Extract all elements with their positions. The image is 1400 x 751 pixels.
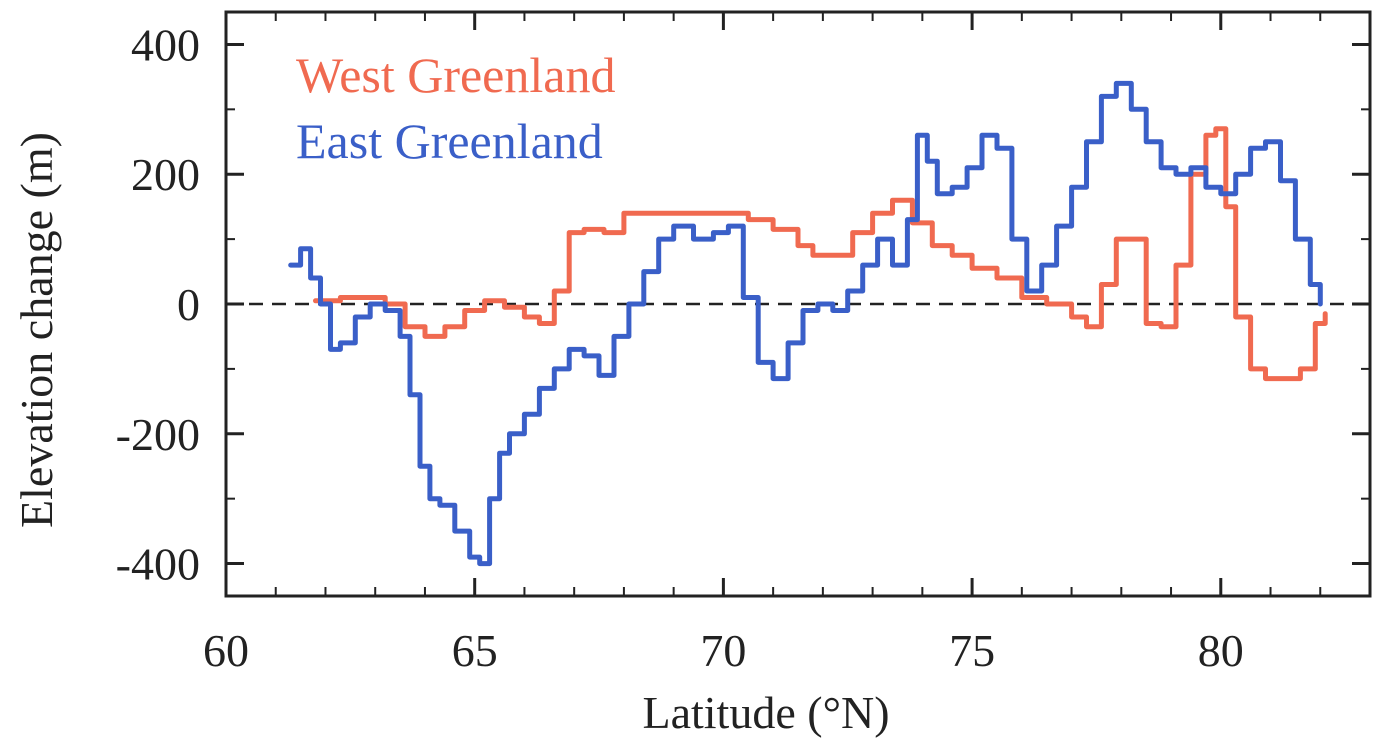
x-axis-title: Latitude (°N) — [642, 687, 889, 738]
x-tick-label: 80 — [1198, 625, 1244, 676]
y-axis-title: Elevation change (m) — [11, 132, 62, 528]
y-tick-label: -200 — [116, 409, 200, 460]
series-line-west-greenland — [313, 126, 1328, 382]
y-tick-label: 200 — [131, 149, 200, 200]
x-tick-label: 70 — [700, 625, 746, 676]
series-layer — [288, 80, 1328, 567]
legend: West Greenland East Greenland — [296, 47, 615, 169]
series-line-east-greenland — [288, 80, 1323, 567]
legend-east-greenland: East Greenland — [296, 113, 603, 169]
x-tick-label: 60 — [203, 625, 249, 676]
y-tick-label: -400 — [116, 539, 200, 590]
x-tick-label: 75 — [949, 625, 995, 676]
x-tick-label: 65 — [452, 625, 498, 676]
y-tick-label: 400 — [131, 19, 200, 70]
y-tick-label: 0 — [177, 279, 200, 330]
axis-ticks: 60 65 70 75 80 -400 -200 0 200 400 — [116, 12, 1370, 676]
legend-west-greenland: West Greenland — [296, 47, 615, 103]
